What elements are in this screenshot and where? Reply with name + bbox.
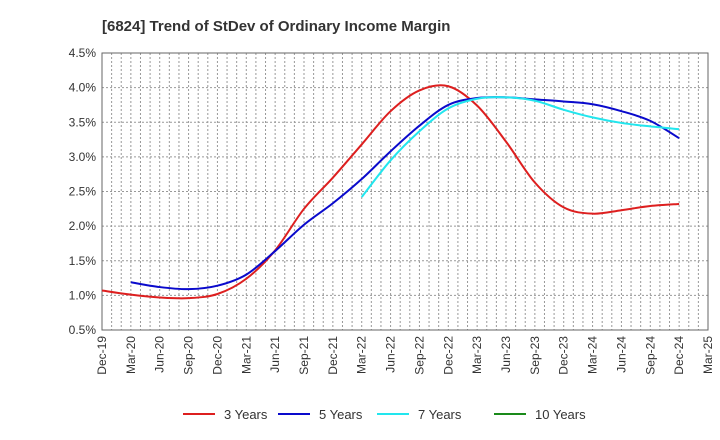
y-tick-label: 1.5% bbox=[69, 254, 97, 268]
y-tick-label: 4.5% bbox=[69, 46, 97, 60]
legend-label: 3 Years bbox=[224, 407, 268, 422]
x-tick-label: Mar-21 bbox=[239, 336, 253, 374]
y-tick-label: 3.0% bbox=[69, 150, 97, 164]
x-tick-label: Jun-23 bbox=[499, 336, 513, 373]
x-tick-label: Dec-22 bbox=[441, 336, 455, 375]
y-tick-label: 2.0% bbox=[69, 219, 97, 233]
x-tick-label: Mar-22 bbox=[355, 336, 369, 374]
grid-lines bbox=[102, 53, 708, 330]
series-lines bbox=[101, 84, 680, 300]
legend: 3 Years 5 Years 7 Years 10 Years bbox=[183, 407, 586, 422]
y-tick-label: 3.5% bbox=[69, 115, 97, 129]
x-tick-label: Mar-20 bbox=[124, 336, 138, 374]
plot-area-border bbox=[101, 52, 709, 331]
x-tick-label: Dec-19 bbox=[95, 336, 109, 375]
series-line-7-years bbox=[360, 96, 680, 198]
series-line-3-years bbox=[101, 84, 680, 300]
chart-title: [6824] Trend of StDev of Ordinary Income… bbox=[102, 18, 450, 35]
y-tick-label: 0.5% bbox=[69, 323, 97, 337]
x-tick-label: Sep-24 bbox=[643, 336, 657, 375]
x-tick-label: Dec-20 bbox=[210, 336, 224, 375]
x-tick-label: Dec-21 bbox=[326, 336, 340, 375]
x-tick-label: Jun-22 bbox=[384, 336, 398, 373]
y-tick-label: 1.0% bbox=[69, 288, 97, 302]
legend-label: 5 Years bbox=[319, 407, 363, 422]
x-axis: Dec-19 Mar-20 Jun-20 Sep-20 Dec-20 Mar-21 Jun-… bbox=[95, 336, 715, 375]
legend-label: 10 Years bbox=[535, 407, 586, 422]
x-tick-label: Mar-23 bbox=[470, 336, 484, 374]
x-tick-label: Jun-24 bbox=[614, 336, 628, 373]
x-tick-label: Sep-20 bbox=[182, 336, 196, 375]
legend-label: 7 Years bbox=[418, 407, 462, 422]
x-tick-label: Mar-25 bbox=[701, 336, 715, 374]
x-tick-label: Sep-21 bbox=[297, 336, 311, 375]
y-tick-label: 4.0% bbox=[69, 81, 97, 95]
x-tick-label: Sep-23 bbox=[528, 336, 542, 375]
series-line-5-years bbox=[130, 96, 680, 291]
x-tick-label: Dec-23 bbox=[557, 336, 571, 375]
x-tick-label: Jun-20 bbox=[153, 336, 167, 373]
x-tick-label: Jun-21 bbox=[268, 336, 282, 373]
x-tick-label: Dec-24 bbox=[672, 336, 686, 375]
x-tick-label: Sep-22 bbox=[412, 336, 426, 375]
y-axis: 0.5% 1.0% 1.5% 2.0% 2.5% 3.0% 3.5% 4.0% 4.5% bbox=[69, 46, 97, 337]
x-tick-label: Mar-24 bbox=[586, 336, 600, 374]
y-tick-label: 2.5% bbox=[69, 185, 97, 199]
